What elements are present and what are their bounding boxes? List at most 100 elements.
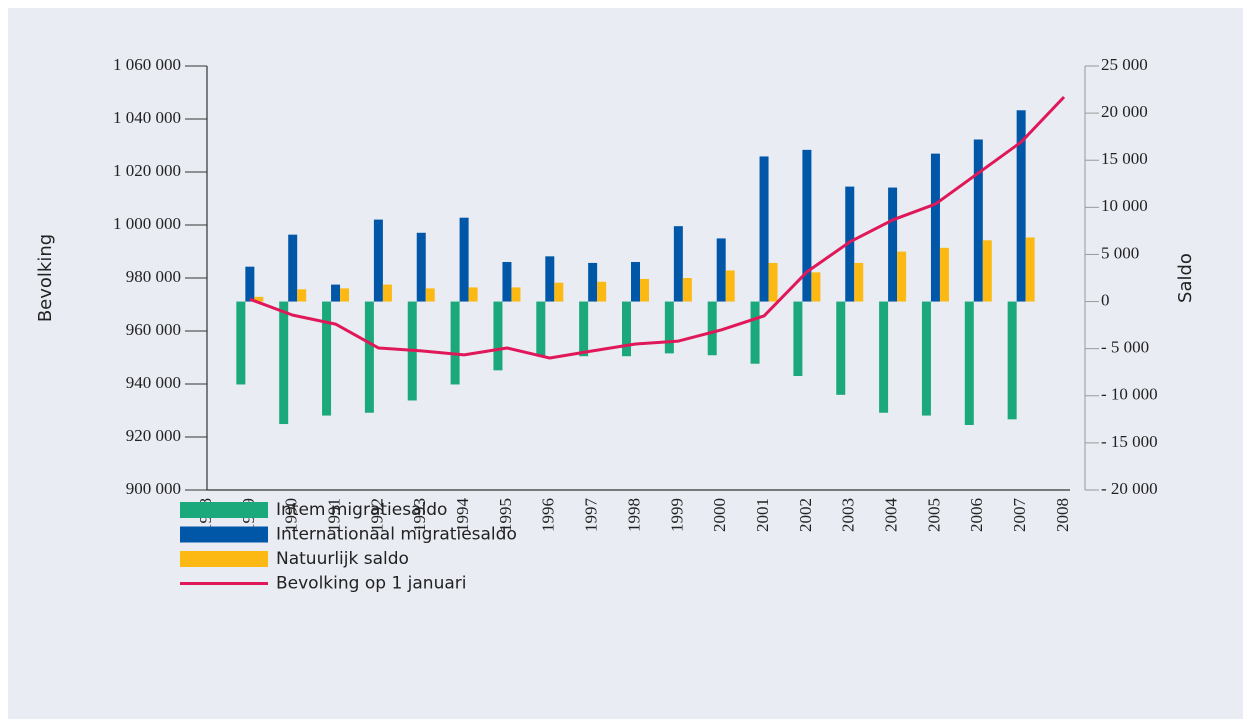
- y-tick-label: 920 000: [126, 426, 181, 445]
- bar: [921, 301, 931, 416]
- bar: [382, 284, 392, 302]
- x-tick-label: 2002: [796, 498, 815, 532]
- bar: [297, 289, 307, 302]
- x-tick-label: 2001: [753, 498, 772, 532]
- bar: [682, 278, 692, 302]
- bar: [425, 288, 435, 302]
- y2-tick-label: 10 000: [1101, 196, 1148, 215]
- bar: [554, 282, 564, 302]
- y2-axis-label: Saldo: [1175, 253, 1196, 303]
- bar: [930, 153, 940, 302]
- bar: [725, 270, 735, 302]
- y2-tick-label: - 20 000: [1101, 479, 1158, 498]
- bar: [536, 301, 546, 357]
- bar: [631, 261, 640, 302]
- legend-swatch: [180, 551, 268, 567]
- x-tick-label: 2007: [1010, 498, 1029, 533]
- y2-tick-label: 0: [1101, 290, 1110, 309]
- x-tick-label: 2003: [839, 498, 858, 532]
- x-tick-label: 1994: [453, 498, 472, 533]
- y2-tick-label: - 5 000: [1101, 338, 1149, 357]
- bar: [450, 301, 460, 385]
- y2-tick-label: 5 000: [1101, 243, 1139, 262]
- bar: [340, 288, 350, 302]
- x-tick-label: 1999: [667, 498, 686, 532]
- x-tick-label: 1998: [624, 498, 643, 532]
- bar: [511, 287, 521, 302]
- bar: [288, 234, 298, 302]
- y-tick-label: 980 000: [126, 267, 181, 286]
- bar: [964, 301, 974, 425]
- legend-swatch: [180, 526, 268, 543]
- y-tick-label: 1 000 000: [113, 214, 181, 233]
- x-tick-label: 1997: [582, 498, 601, 533]
- bar: [416, 232, 426, 302]
- bar: [245, 266, 255, 302]
- bar: [836, 301, 846, 395]
- x-tick-label: 1991: [324, 498, 343, 532]
- bar: [1025, 237, 1035, 302]
- x-tick-label: 1992: [367, 498, 386, 532]
- y2-tick-label: - 15 000: [1101, 432, 1158, 451]
- legend-swatch: [180, 502, 268, 518]
- y2-tick-label: 25 000: [1101, 55, 1148, 74]
- line: [249, 95, 1066, 360]
- bar: [802, 149, 812, 302]
- legend-label: Intem migratiesaldo: [276, 500, 447, 520]
- bar: [1007, 301, 1017, 420]
- bar: [716, 238, 726, 302]
- bar: [897, 251, 907, 302]
- bar: [279, 301, 289, 425]
- bar: [597, 281, 607, 302]
- x-tick-label: 2008: [1053, 498, 1072, 532]
- y-axis-label: Bevolking: [35, 234, 56, 322]
- legend-label: Internationaal migratiesaldo: [276, 525, 517, 545]
- bar: [254, 296, 264, 302]
- y2-tick-label: - 10 000: [1101, 385, 1158, 404]
- bar: [845, 186, 855, 302]
- bar: [707, 301, 717, 356]
- bar: [879, 301, 889, 413]
- bar: [322, 301, 332, 416]
- legend-label: Natuurlijk saldo: [276, 549, 409, 569]
- y-tick-label: 1 020 000: [113, 161, 181, 180]
- bar: [664, 301, 674, 354]
- y-tick-label: 1 040 000: [113, 108, 181, 127]
- bar: [622, 301, 631, 357]
- bar: [939, 247, 949, 302]
- bar: [888, 187, 898, 302]
- bar: [579, 301, 589, 357]
- y-tick-label: 940 000: [126, 373, 181, 392]
- bar: [811, 272, 821, 302]
- x-tick-label: 1993: [410, 498, 429, 532]
- y-tick-label: 1 060 000: [113, 55, 181, 74]
- bar: [493, 301, 503, 371]
- bar: [673, 226, 683, 302]
- bar: [640, 278, 649, 302]
- y-tick-label: 900 000: [126, 479, 181, 498]
- x-tick-label: 2000: [710, 498, 729, 532]
- background: [8, 8, 1243, 719]
- bar: [759, 156, 769, 302]
- bar: [545, 256, 555, 302]
- bar: [854, 262, 864, 302]
- x-tick-label: 2005: [924, 498, 943, 532]
- bar: [459, 217, 469, 302]
- bar: [1016, 110, 1026, 302]
- bar: [588, 262, 598, 302]
- bar: [502, 261, 512, 302]
- x-tick-label: 1996: [539, 498, 558, 532]
- bar: [793, 301, 803, 376]
- bar: [236, 301, 246, 385]
- bar: [373, 219, 383, 302]
- y2-tick-label: 15 000: [1101, 149, 1148, 168]
- bar: [331, 284, 341, 302]
- bar: [982, 240, 992, 302]
- x-tick-label: 1990: [282, 498, 301, 532]
- legend-label: Bevolking op 1 januari: [276, 574, 466, 594]
- y-tick-label: 960 000: [126, 320, 181, 339]
- x-tick-label: 1995: [496, 498, 515, 532]
- bar: [364, 301, 374, 413]
- bar: [768, 262, 778, 302]
